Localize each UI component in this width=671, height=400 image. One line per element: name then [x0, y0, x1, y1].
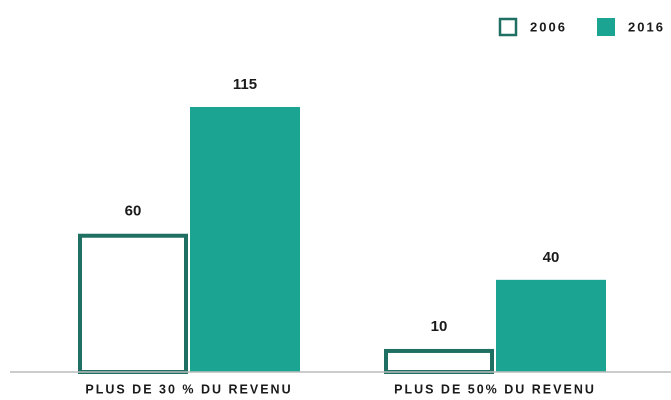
legend-label: 2006 [530, 19, 567, 34]
bar [190, 107, 300, 372]
data-label: 60 [125, 203, 142, 220]
data-label: 40 [543, 249, 560, 266]
legend-swatch [498, 17, 518, 37]
data-label: 10 [431, 318, 448, 335]
bar [78, 233, 188, 374]
x-tick-label: PLUS DE 30 % DU REVENU [85, 382, 292, 396]
bar [496, 279, 606, 372]
x-tick-label: PLUS DE 50% DU REVENU [394, 382, 596, 396]
bar [384, 348, 494, 374]
data-label: 115 [233, 76, 257, 93]
legend-swatch [597, 18, 615, 36]
legend-label: 2016 [628, 19, 665, 34]
